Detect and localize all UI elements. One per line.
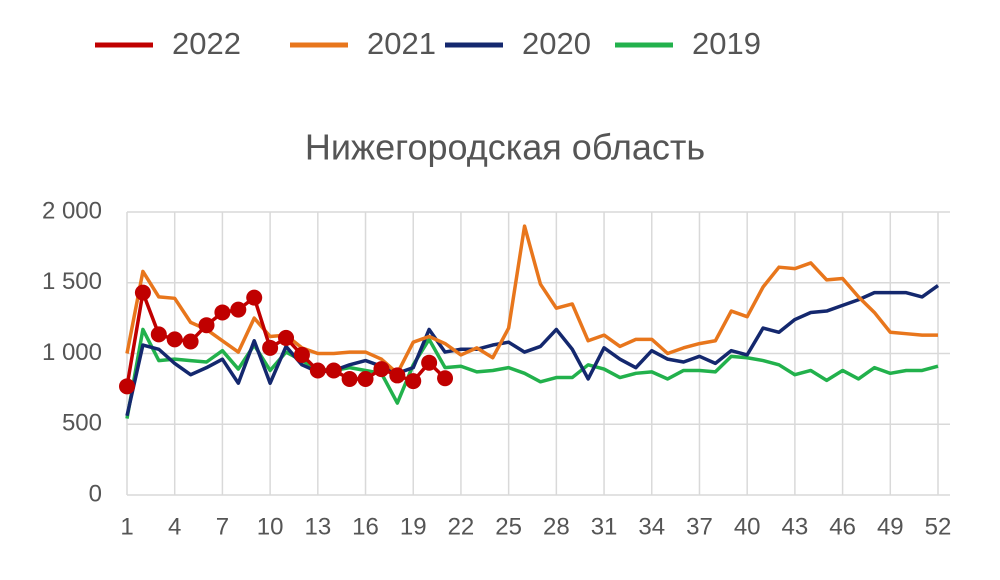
series-line: [125, 284, 940, 417]
point-marker: [373, 361, 390, 378]
y-tick-label: 500: [62, 410, 102, 437]
x-tick-label: 34: [638, 513, 665, 540]
x-tick-label: 7: [216, 513, 229, 540]
x-tick-label: 22: [448, 513, 475, 540]
point-marker: [325, 362, 342, 379]
point-marker: [278, 329, 295, 346]
x-tick-label: 40: [734, 513, 761, 540]
point-marker: [134, 284, 151, 301]
legend-label: 2021: [367, 26, 436, 61]
x-tick-label: 10: [257, 513, 284, 540]
x-tick-label: 43: [782, 513, 809, 540]
y-tick-label: 1 500: [42, 268, 102, 295]
y-tick-label: 1 000: [42, 339, 102, 366]
point-marker: [341, 370, 358, 387]
point-marker: [166, 331, 183, 348]
x-tick-label: 46: [829, 513, 856, 540]
x-tick-label: 1: [120, 513, 133, 540]
x-tick-label: 19: [400, 513, 427, 540]
x-tick-label: 49: [877, 513, 904, 540]
x-tick-label: 31: [591, 513, 618, 540]
point-marker: [309, 362, 326, 379]
x-tick-label: 4: [168, 513, 181, 540]
chart-title: Нижегородская область: [305, 127, 705, 168]
point-marker: [198, 317, 215, 334]
x-tick-label: 37: [686, 513, 713, 540]
point-marker: [214, 304, 231, 321]
y-tick-label: 2 000: [42, 197, 102, 224]
point-marker: [405, 373, 422, 390]
point-marker: [437, 370, 454, 387]
point-marker: [182, 333, 199, 350]
point-marker: [262, 339, 279, 356]
legend-label: 2020: [522, 26, 591, 61]
x-tick-label: 25: [495, 513, 522, 540]
y-tick-label: 0: [89, 480, 102, 507]
legend-label: 2022: [172, 26, 241, 61]
point-marker: [357, 370, 374, 387]
point-marker: [421, 354, 438, 371]
x-tick-label: 52: [925, 513, 952, 540]
point-marker: [119, 378, 135, 395]
x-tick-label: 13: [304, 513, 331, 540]
x-tick-label: 16: [352, 513, 379, 540]
point-marker: [230, 301, 247, 318]
point-marker: [293, 346, 310, 363]
point-marker: [150, 326, 167, 343]
point-marker: [389, 367, 406, 384]
series-line: [125, 327, 939, 419]
legend-label: 2019: [692, 26, 761, 61]
point-marker: [246, 289, 263, 306]
x-tick-label: 28: [543, 513, 570, 540]
